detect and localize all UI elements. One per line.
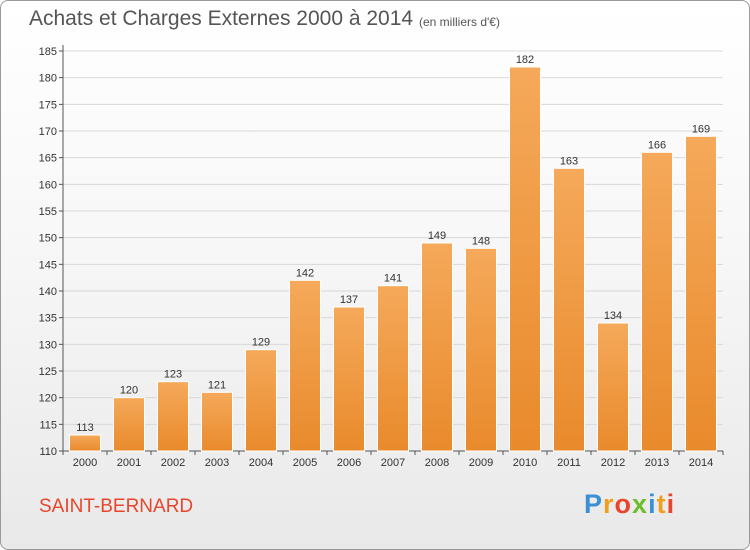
data-label: 163: [560, 155, 578, 167]
y-tick-label: 115: [39, 419, 57, 431]
logo-letter: x: [632, 489, 649, 519]
y-tick-label: 155: [39, 206, 57, 218]
y-tick-label: 165: [39, 153, 57, 165]
data-label: 148: [472, 235, 490, 247]
bar: [201, 391, 233, 452]
x-tick-label: 2001: [117, 457, 141, 469]
bar: [289, 279, 321, 452]
y-tick-label: 145: [39, 259, 57, 271]
x-tick-label: 2010: [513, 457, 537, 469]
y-tick-label: 125: [39, 366, 57, 378]
logo-letter: o: [614, 489, 633, 519]
chart-title: Achats et Charges Externes 2000 à 2014: [29, 7, 414, 30]
x-tick-label: 2009: [469, 457, 493, 469]
bar: [69, 434, 101, 452]
data-label: 137: [340, 294, 358, 306]
x-tick-label: 2004: [249, 457, 273, 469]
data-label: 141: [384, 273, 402, 285]
y-tick-label: 135: [39, 313, 57, 325]
data-label: 182: [516, 54, 534, 66]
logo-letter: P: [584, 489, 604, 519]
y-tick-label: 185: [39, 46, 57, 58]
x-tick-label: 2006: [337, 457, 361, 469]
logo-letter: i: [666, 489, 676, 519]
x-tick-label: 2005: [293, 457, 317, 469]
bar: [509, 66, 541, 452]
data-label: 123: [164, 369, 182, 381]
bar: [157, 381, 189, 452]
logo-letter: i: [648, 489, 657, 519]
bars: [69, 66, 717, 452]
x-tick-label: 2007: [381, 457, 405, 469]
y-tick-label: 150: [39, 233, 57, 245]
logo-letter: t: [656, 489, 667, 519]
data-label: 121: [208, 379, 226, 391]
x-tick-label: 2012: [601, 457, 625, 469]
data-label: 169: [692, 123, 710, 135]
y-tick-label: 140: [39, 286, 57, 298]
x-tick-label: 2003: [205, 457, 229, 469]
y-tick-label: 175: [39, 99, 57, 111]
y-tick-label: 120: [39, 393, 57, 405]
y-tick-label: 170: [39, 126, 57, 138]
bar: [685, 135, 717, 452]
bar: [377, 285, 409, 452]
y-tick-label: 160: [39, 179, 57, 191]
data-label: 134: [604, 310, 622, 322]
x-tick-label: 2011: [557, 457, 581, 469]
data-label: 113: [76, 422, 94, 434]
y-tick-label: 110: [39, 446, 57, 458]
x-tick-label: 2008: [425, 457, 449, 469]
bar: [641, 151, 673, 452]
logo-letter: r: [603, 489, 615, 519]
x-tick-label: 2013: [645, 457, 669, 469]
bar: [597, 322, 629, 452]
x-tick-label: 2002: [161, 457, 185, 469]
data-label: 129: [252, 337, 270, 349]
bar: [113, 397, 145, 452]
y-tick-label: 180: [39, 73, 57, 85]
y-tick-label: 130: [39, 339, 57, 351]
bar: [421, 242, 453, 452]
data-label: 149: [428, 230, 446, 242]
bar: [245, 349, 277, 452]
bar: [553, 167, 585, 452]
data-label: 120: [120, 385, 138, 397]
chart-subtitle: (en milliers d'€): [419, 15, 500, 29]
proxiti-logo: Proxiti: [584, 489, 675, 520]
x-tick-label: 2014: [689, 457, 713, 469]
labels: 110 115 120 125 130 135 140 145 150 155 160 165 170 1…: [39, 46, 714, 469]
bar: [465, 247, 497, 452]
x-tick-label: 2000: [73, 457, 97, 469]
bar: [333, 306, 365, 452]
commune-name: SAINT-BERNARD: [39, 496, 194, 517]
data-label: 166: [648, 139, 666, 151]
data-label: 142: [296, 267, 314, 279]
